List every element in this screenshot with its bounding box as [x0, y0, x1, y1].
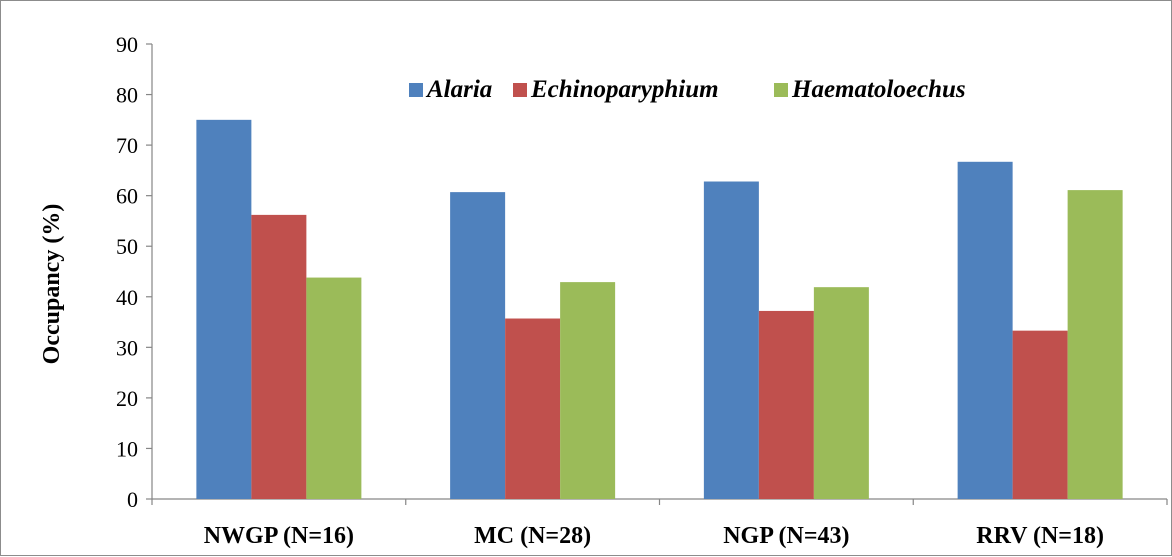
y-tick-label: 20 — [116, 386, 138, 411]
y-axis-title: Occupancy (%) — [39, 204, 65, 365]
bar-alaria-2 — [450, 192, 506, 499]
x-category-label: MC (N=28) — [474, 523, 591, 549]
y-tick-label: 40 — [116, 285, 138, 310]
x-category-label: NWGP (N=16) — [204, 523, 354, 549]
bar-haematoloechus-1 — [306, 277, 362, 499]
y-tick-label: 0 — [127, 487, 138, 512]
bar-echinoparyphium-2 — [505, 318, 561, 499]
legend-label-alaria: Alaria — [425, 76, 492, 103]
bar-haematoloechus-3 — [813, 287, 869, 499]
x-category-label: RRV (N=18) — [976, 523, 1104, 549]
legend-swatch-haematoloechus — [774, 83, 788, 97]
y-tick-label: 80 — [116, 83, 138, 108]
bar-echinoparyphium-4 — [1012, 330, 1068, 499]
x-category-label: NGP (N=43) — [723, 523, 849, 549]
y-tick-label: 10 — [116, 436, 138, 461]
legend-swatch-echinoparyphium — [513, 83, 527, 97]
legend-label-echinoparyphium: Echinoparyphium — [530, 76, 719, 103]
bar-haematoloechus-4 — [1067, 190, 1123, 499]
bar-echinoparyphium-1 — [251, 214, 307, 499]
y-tick-label: 50 — [116, 234, 138, 259]
bar-alaria-3 — [703, 181, 759, 499]
y-tick-label: 30 — [116, 335, 138, 360]
bar-haematoloechus-2 — [560, 282, 616, 499]
y-tick-label: 90 — [116, 32, 138, 57]
legend-label-haematoloechus: Haematoloechus — [791, 76, 966, 103]
bar-alaria-4 — [957, 161, 1013, 500]
plot-area: 0 10 20 30 40 50 60 70 80 90 NWGP (N=16) MC (N=28) N… — [116, 32, 1168, 549]
y-tick-label: 60 — [116, 184, 138, 209]
y-tick-label: 70 — [116, 133, 138, 158]
legend: Alaria Echinoparyphium Haematoloechus — [409, 76, 966, 103]
legend-swatch-alaria — [409, 83, 423, 97]
bar-echinoparyphium-3 — [758, 310, 814, 499]
bar-alaria-1 — [196, 119, 252, 499]
